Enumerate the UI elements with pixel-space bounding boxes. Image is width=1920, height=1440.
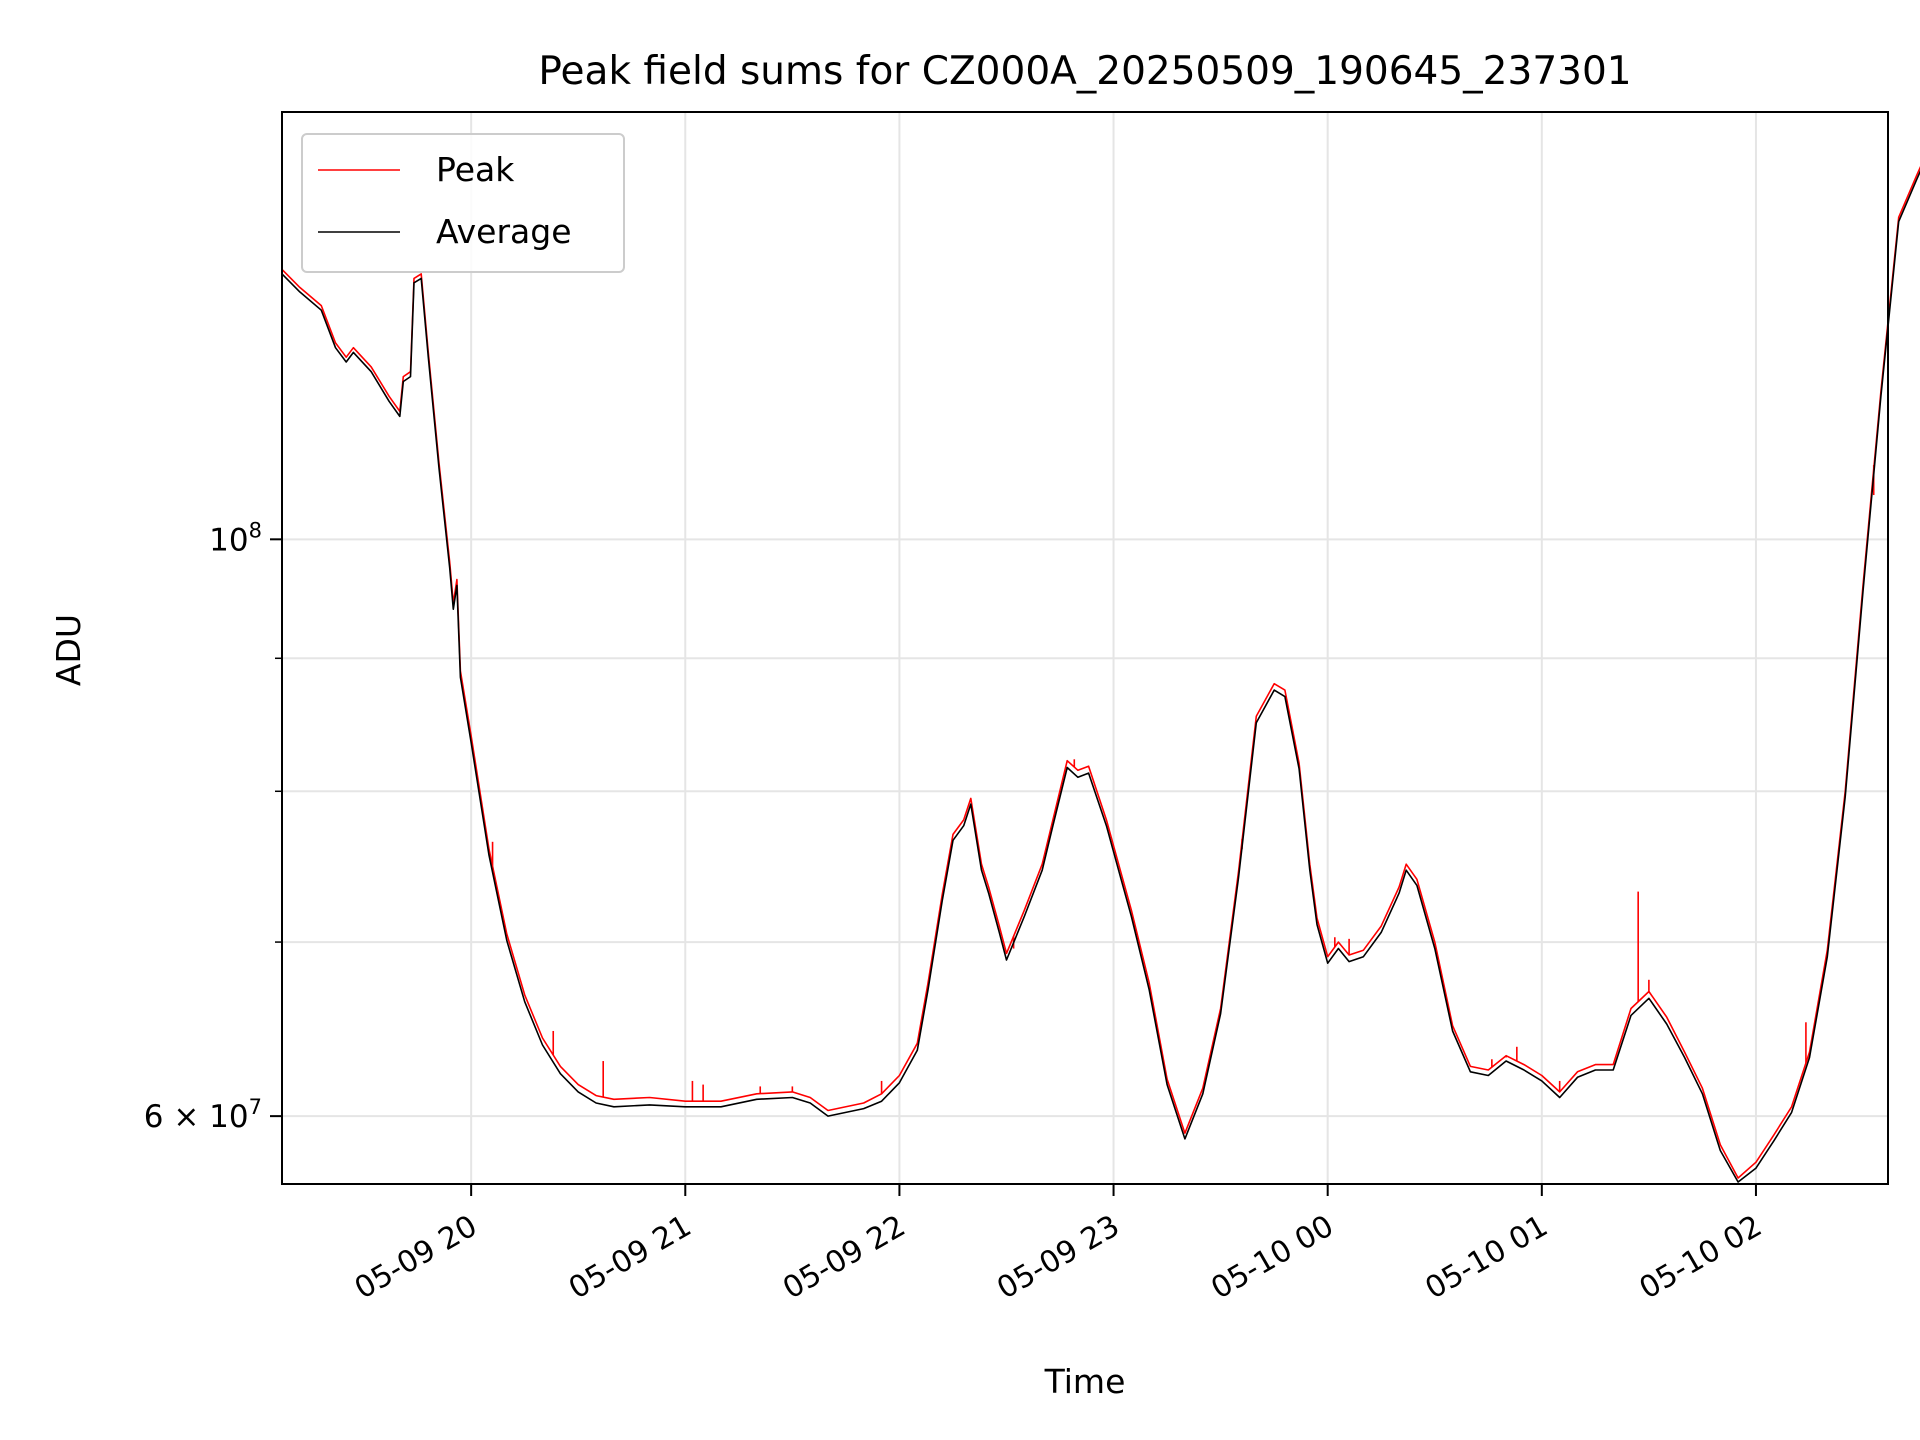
y-tick-label-1: 6 × 107 (144, 1095, 262, 1135)
chart-title: Peak field sums for CZ000A_20250509_1906… (538, 49, 1631, 94)
x-axis-label: Time (1044, 1362, 1126, 1401)
plot-frame (281, 111, 1889, 1185)
series-layer (281, 165, 1920, 1183)
grid (282, 112, 1888, 1184)
series-average (281, 170, 1920, 1183)
series-line-peak (281, 165, 1920, 1179)
y-axis-label: ADU (49, 614, 88, 686)
legend-label-average: Average (436, 212, 572, 251)
series-line-average (281, 170, 1920, 1183)
y-ticks: 108 6 × 107 (144, 518, 282, 1135)
legend-box (301, 133, 625, 273)
y-tick-label-0: 108 (209, 518, 262, 558)
legend: Peak Average (301, 133, 625, 273)
legend-label-peak: Peak (436, 150, 515, 189)
